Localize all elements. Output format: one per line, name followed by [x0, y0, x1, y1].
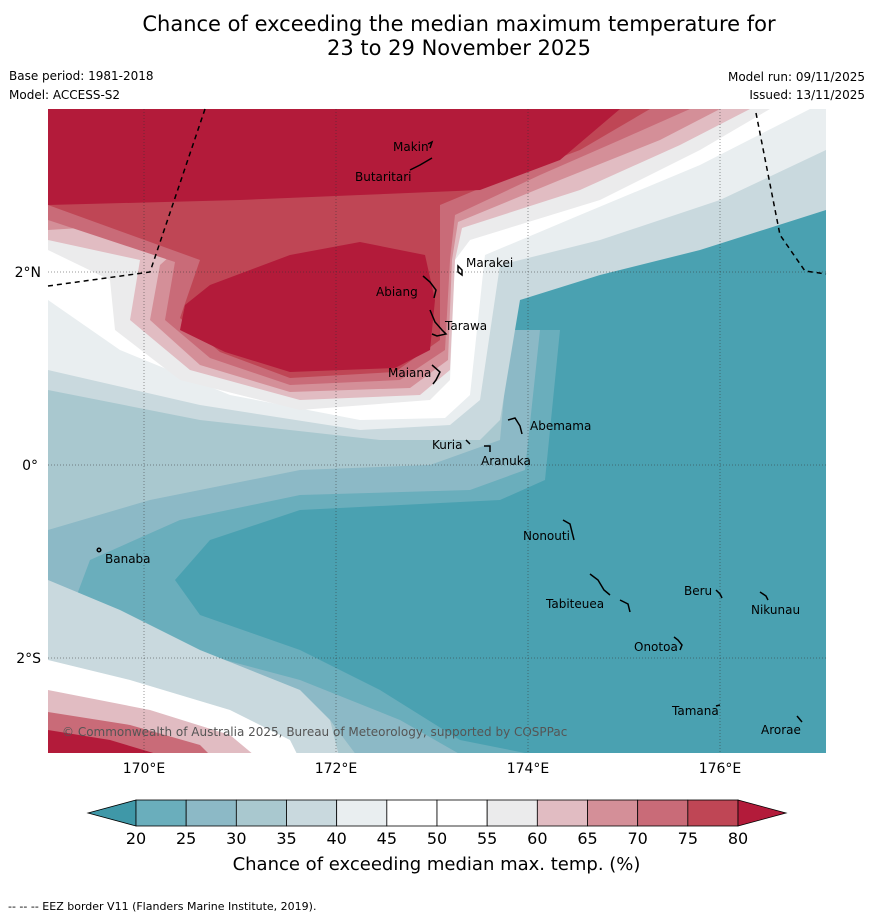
colorbar-tick: 45	[377, 829, 397, 848]
colorbar-bin-70	[637, 799, 689, 827]
place-label: Nonouti	[523, 529, 570, 543]
lon-tick: 174°E	[507, 761, 550, 777]
model-name: Model: ACCESS-S2	[9, 88, 121, 102]
lat-tick: 2°N	[15, 265, 41, 281]
colorbar-bin-45	[386, 799, 438, 827]
colorbar-tick: 60	[527, 829, 547, 848]
base-period: Base period: 1981-2018	[9, 69, 154, 83]
colorbar-bin-55	[486, 799, 538, 827]
colorbar-bin-25	[185, 799, 237, 827]
issued-date: Issued: 13/11/2025	[749, 88, 865, 102]
colorbar-over-arrow	[737, 799, 788, 827]
lon-tick: 170°E	[123, 761, 166, 777]
eez-border	[47, 108, 827, 287]
place-labels: Makin Butaritari Marakei Abiang Tarawa M…	[105, 140, 801, 737]
place-label: Marakei	[466, 256, 513, 270]
lon-tick: 176°E	[699, 761, 742, 777]
place-label: Tabiteuea	[545, 597, 604, 611]
place-label: Maiana	[388, 366, 431, 380]
title-line-1: Chance of exceeding the median maximum t…	[142, 12, 776, 36]
colorbar-tick: 80	[728, 829, 748, 848]
contour-central-over-80	[180, 242, 435, 372]
model-run: Model run: 09/11/2025	[727, 70, 865, 84]
colorbar-tick: 75	[678, 829, 698, 848]
colorbar-tick: 25	[176, 829, 196, 848]
lon-axis: 170°E 172°E 174°E 176°E	[123, 761, 742, 777]
place-label: Makin	[393, 140, 429, 154]
place-label: Butaritari	[355, 170, 412, 184]
colorbar-tick: 30	[226, 829, 246, 848]
colorbar-bin-20	[135, 799, 187, 827]
place-label: Onotoa	[634, 640, 678, 654]
lat-tick: 2°S	[16, 651, 41, 667]
colorbar-tick: 20	[126, 829, 146, 848]
place-label: Beru	[684, 584, 712, 598]
place-label: Tarawa	[444, 319, 487, 333]
colorbar-bin-75	[687, 799, 739, 827]
eez-legend-note: -- -- -- EEZ border V11 (Flanders Marine…	[8, 900, 317, 913]
contour-north-over-80	[48, 109, 620, 205]
lat-tick: 0°	[22, 458, 38, 474]
colorbar-label: Chance of exceeding median max. temp. (%…	[232, 854, 641, 875]
copyright-notice: © Commonwealth of Australia 2025, Bureau…	[62, 725, 567, 739]
place-label: Arorae	[761, 723, 801, 737]
colorbar: 20 25 30 35 40 45 50 55 60 65 70 75 80	[86, 799, 788, 848]
place-label: Kuria	[432, 438, 463, 452]
place-label: Abiang	[376, 285, 418, 299]
place-label: Banaba	[105, 552, 151, 566]
place-label: Aranuka	[481, 454, 531, 468]
title-line-2: 23 to 29 November 2025	[327, 36, 591, 60]
colorbar-tick: 50	[427, 829, 447, 848]
colorbar-bin-40	[336, 799, 388, 827]
colorbar-tick: 35	[276, 829, 296, 848]
place-label: Nikunau	[751, 603, 800, 617]
graticule	[48, 109, 826, 753]
place-label: Tamana	[671, 704, 719, 718]
contour-sw-over-80	[48, 730, 154, 753]
colorbar-under-arrow	[86, 799, 137, 827]
lon-tick: 172°E	[315, 761, 358, 777]
colorbar-tick: 70	[627, 829, 647, 848]
colorbar-bin-35	[286, 799, 338, 827]
colorbar-bin-50	[436, 799, 488, 827]
colorbar-tick: 65	[577, 829, 597, 848]
lat-axis: 2°N 0° 2°S	[15, 265, 42, 667]
colorbar-bin-60	[536, 799, 588, 827]
place-label: Abemama	[530, 419, 591, 433]
colorbar-tick: 40	[326, 829, 346, 848]
island-outlines	[96, 140, 803, 723]
contour-field	[48, 109, 826, 753]
colorbar-bin-30	[235, 799, 287, 827]
colorbar-tick: 55	[477, 829, 497, 848]
colorbar-bin-65	[587, 799, 639, 827]
